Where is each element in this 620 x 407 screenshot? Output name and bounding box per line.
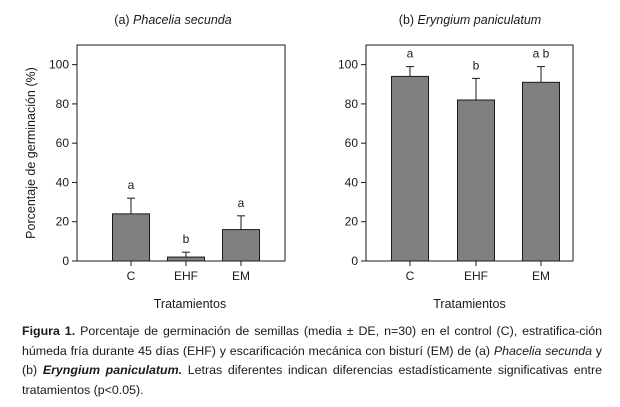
y-tick-label: 100	[49, 58, 69, 72]
panel-label: (a)	[114, 13, 133, 27]
y-tick-label: 20	[56, 215, 70, 229]
bar-c	[391, 75, 429, 262]
x-tick-label: EHF	[464, 269, 488, 283]
bar-em	[222, 229, 260, 262]
panel-species: Eryngium paniculatum	[418, 13, 542, 27]
significance-letter: a	[128, 178, 135, 192]
bar-em	[522, 81, 560, 262]
x-axis-label: Tratamientos	[433, 297, 505, 311]
significance-letter: a	[238, 196, 245, 210]
y-tick-label: 80	[345, 97, 359, 111]
y-axis-label: Porcentaje de germinación (%)	[24, 67, 38, 239]
y-tick-label: 100	[338, 58, 358, 72]
chart-panel-b: (b) Eryngium paniculatum 0 20 40 60 80 100 a Cb E…	[338, 13, 574, 311]
caption-species-b: Eryngium paniculatum.	[42, 363, 183, 377]
caption-species-a: Phacelia secunda	[493, 343, 592, 358]
panel-species: Phacelia secunda	[133, 13, 232, 27]
caption-text-2: y (b)	[22, 343, 602, 378]
y-tick-label: 0	[351, 254, 358, 268]
y-tick-label: 60	[345, 136, 359, 150]
figure-caption: Figura 1. Porcentaje de germinación de s…	[22, 322, 602, 400]
panel-label: (b)	[399, 13, 418, 27]
y-tick-label: 0	[62, 254, 69, 268]
panel-title: (b) Eryngium paniculatum	[399, 13, 541, 27]
figure-panels: (a) Phacelia secunda 0 20 40 60 80 100 a Cb EHF a E…	[24, 13, 574, 311]
caption-text-3: Letras diferentes indican diferencias es…	[22, 363, 602, 397]
bar-ehf	[457, 99, 495, 262]
panel-title: (a) Phacelia secunda	[114, 13, 231, 27]
y-tick-label: 40	[345, 175, 359, 189]
significance-letter: b	[183, 232, 190, 246]
bar-ehf	[167, 256, 205, 262]
y-tick-label: 20	[345, 215, 359, 229]
x-tick-label: C	[127, 269, 136, 283]
plot-frame	[76, 44, 286, 262]
x-tick-label: EHF	[174, 269, 198, 283]
x-tick-label: EM	[232, 269, 250, 283]
y-tick-label: 80	[56, 97, 70, 111]
significance-letter: a b	[533, 47, 550, 61]
y-tick-label: 40	[56, 175, 70, 189]
bar-c	[112, 213, 150, 262]
significance-letter: b	[473, 58, 480, 72]
x-axis-label: Tratamientos	[154, 297, 226, 311]
chart-panel-a: (a) Phacelia secunda 0 20 40 60 80 100 a Cb EHF a E…	[24, 13, 286, 311]
x-tick-label: EM	[532, 269, 550, 283]
y-tick-label: 60	[56, 136, 70, 150]
caption-text-1: Porcentaje de germinación de semillas (m…	[22, 324, 603, 358]
caption-label: Figura 1.	[22, 324, 76, 338]
significance-letter: a	[407, 47, 414, 61]
x-tick-label: C	[406, 269, 415, 283]
